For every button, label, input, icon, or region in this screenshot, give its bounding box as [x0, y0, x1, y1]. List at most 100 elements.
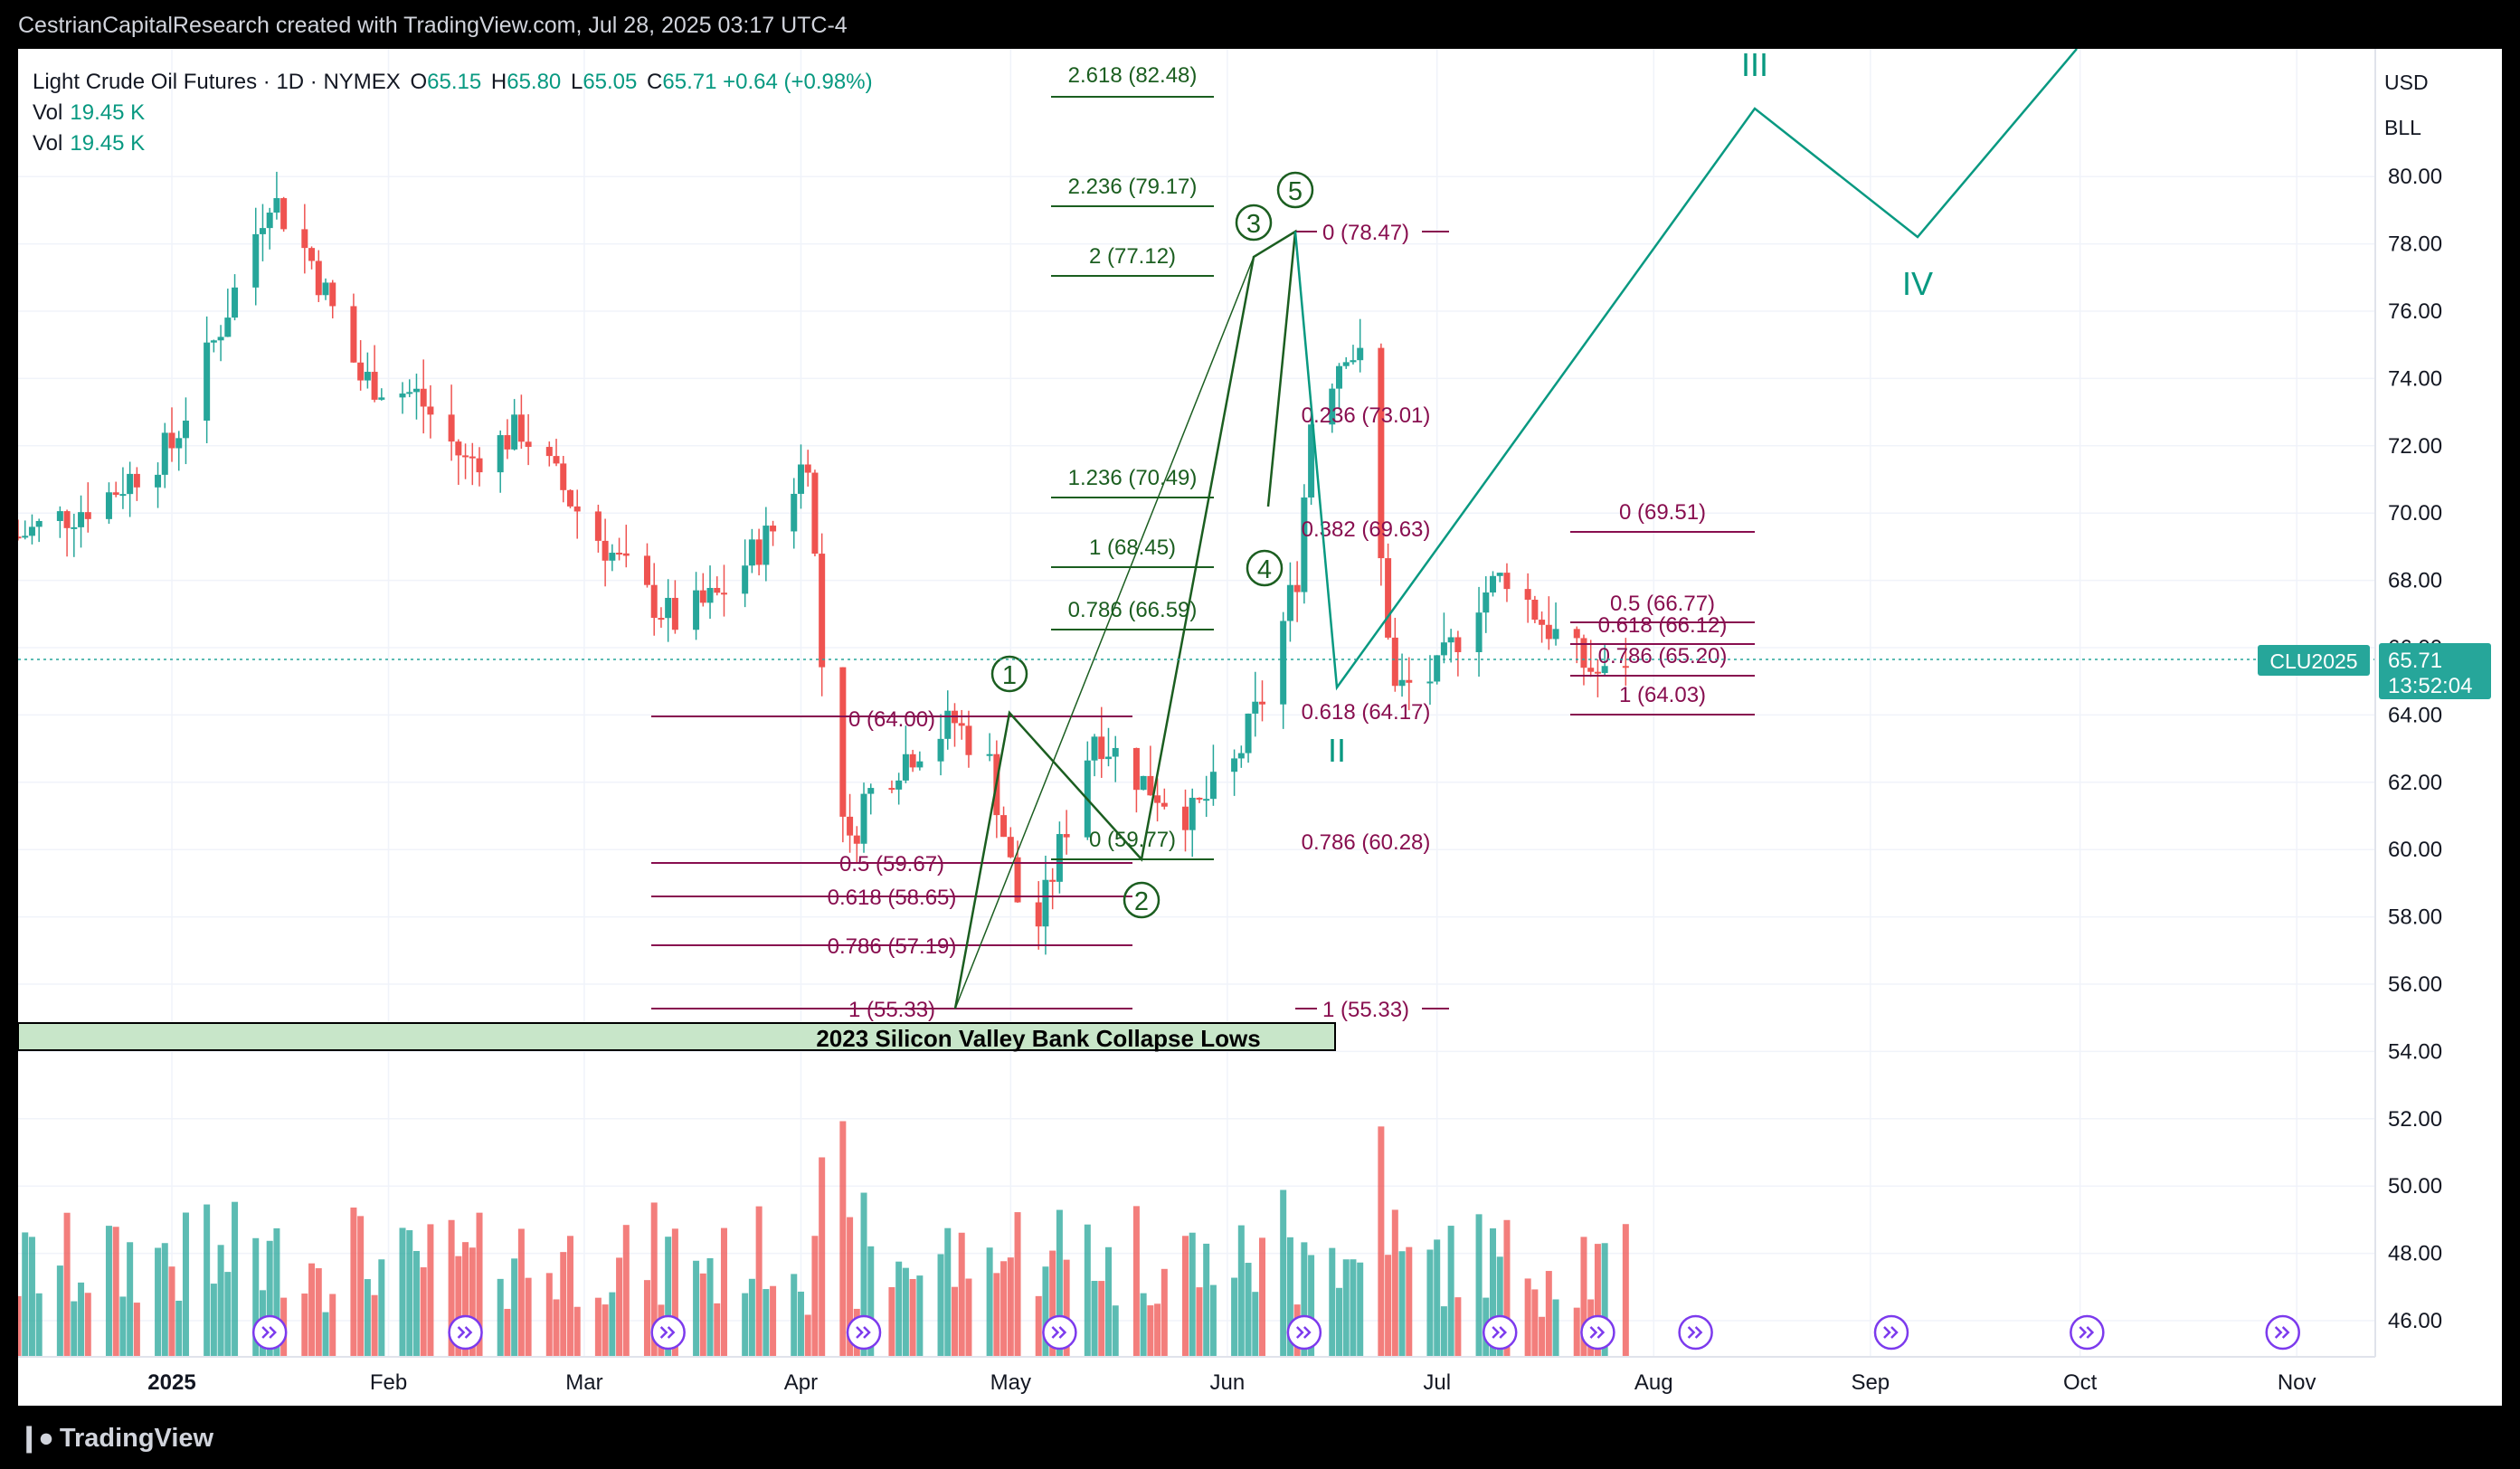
candle-body [594, 511, 602, 541]
volume-bar [322, 1312, 329, 1357]
volume-bar [791, 1274, 798, 1357]
x-tick-label: Feb [370, 1370, 407, 1395]
candle-body [742, 565, 749, 594]
fib-purple-c-label-5: 1 (64.03) [1619, 683, 1706, 707]
volume-bar [714, 1303, 721, 1357]
volume-bar [210, 1284, 217, 1357]
wave-4-label: 4 [1257, 555, 1272, 584]
event-marker [251, 1314, 288, 1351]
volume-bar [1245, 1263, 1252, 1357]
candle-body [1545, 624, 1552, 640]
candle-body [1622, 666, 1629, 668]
legend-ohlc-row: Light Crude Oil Futures · 1D · NYMEX O65… [33, 67, 873, 98]
fib-retracement-july: 0 (69.51) 0.5 (66.77) 0.618 (66.12) 0.78… [1570, 500, 1755, 716]
fib-purple-b-label-4: 0.618 (64.17) [1302, 700, 1431, 725]
candle-body [616, 553, 623, 555]
y-tick-label: 68.00 [2388, 569, 2442, 593]
candle-body [1350, 360, 1357, 363]
volume-bar [182, 1212, 189, 1357]
fib-purple-b-label-1: 0 (78.47) [1322, 221, 1409, 245]
candle-body [1203, 799, 1210, 801]
unit-label[interactable]: BLL [2384, 116, 2421, 139]
volume-bar [742, 1293, 749, 1357]
fib-purple-b-label-5: 0.786 (60.28) [1302, 830, 1431, 855]
candle-body [112, 492, 119, 496]
volume-bar [1552, 1299, 1559, 1357]
volume-bar [168, 1266, 175, 1357]
candle-body [622, 553, 630, 556]
volume-bar [364, 1279, 371, 1357]
fib-extension-green: 2.618 (82.48) 2.236 (79.17) 2 (77.12) 1.… [1051, 63, 1214, 860]
unit-selector[interactable]: USD BLL [2384, 60, 2429, 150]
volume-bar [706, 1258, 714, 1357]
chart-area[interactable]: 2023 Silicon Valley Bank Collapse Lows 2… [14, 46, 2502, 1406]
fib-retracement-april: 0 (64.00) 0.5 (59.67) 0.618 (58.65) 0.78… [651, 707, 1132, 1022]
candle-body [371, 372, 378, 400]
candle-body [204, 342, 211, 422]
event-markers [251, 1314, 2300, 1351]
candle-body [476, 458, 483, 473]
candle-body [469, 456, 476, 459]
candle-body [1301, 497, 1308, 592]
candle-body [1601, 666, 1608, 674]
candle-body [1342, 362, 1350, 366]
fib-purple-c-label-1: 0 (69.51) [1619, 500, 1706, 525]
volume-bar [1426, 1249, 1434, 1357]
svb-zone-label: 2023 Silicon Valley Bank Collapse Lows [816, 1025, 1260, 1052]
candle-body [71, 526, 78, 529]
wave-2-circle [1123, 881, 1161, 919]
candle-body [1154, 795, 1161, 803]
candle-body [1378, 347, 1385, 559]
volume-bar [902, 1267, 909, 1357]
candle-body [1594, 671, 1601, 674]
legend-high: 65.80 [507, 70, 562, 94]
candle-body [1091, 736, 1098, 761]
volume-bar [1132, 1206, 1140, 1357]
volume-bar [867, 1246, 875, 1357]
volume-bar [301, 1294, 308, 1357]
event-marker-icon [457, 1326, 473, 1339]
x-tick-label: 2025 [147, 1370, 195, 1395]
event-marker-icon [261, 1326, 277, 1339]
price-tag [2379, 643, 2491, 699]
volume-bar [371, 1294, 378, 1357]
candle-body [1014, 857, 1021, 903]
volume-bar [671, 1228, 678, 1357]
legend-low: 65.05 [583, 70, 638, 94]
volume-bar [1140, 1293, 1147, 1357]
currency-label[interactable]: USD [2384, 71, 2429, 94]
y-tick-label: 48.00 [2388, 1242, 2442, 1266]
candle-body [175, 438, 183, 449]
price-chart-svg[interactable]: 2023 Silicon Valley Bank Collapse Lows 2… [14, 46, 2502, 1406]
candle-body [770, 526, 777, 532]
volume-bar [1622, 1224, 1629, 1357]
volume-bar [1237, 1225, 1245, 1357]
volume-bar [1490, 1227, 1497, 1357]
candle-body [525, 441, 532, 448]
candle-body [1286, 584, 1293, 621]
x-tick-label: Oct [2063, 1370, 2098, 1395]
candle-body [1573, 629, 1580, 639]
event-marker-icon [1687, 1326, 1703, 1339]
candle-body [455, 441, 462, 456]
volume-bar [399, 1227, 406, 1357]
candle-body [1385, 558, 1392, 638]
candle-body [504, 435, 511, 450]
time-axis: 2025 Feb Mar Apr May Jun Jul Aug Sep Oct Nov [147, 1370, 2316, 1395]
volume-bar [35, 1293, 43, 1357]
candle-body [1426, 681, 1434, 684]
tradingview-logo[interactable]: ❙● TradingView [18, 1422, 213, 1454]
legend-vol-row: Vol 19.45 K [33, 98, 873, 128]
legend-high-label: H [490, 70, 507, 94]
volume-bar [161, 1243, 168, 1357]
volume-bar [1545, 1271, 1552, 1357]
y-tick-label: 80.00 [2388, 165, 2442, 189]
tradingview-logo-icon: ❙● [18, 1424, 54, 1453]
volume-bar [1209, 1284, 1217, 1357]
grid [18, 49, 2375, 1357]
chart-legend: Light Crude Oil Futures · 1D · NYMEX O65… [33, 67, 873, 159]
volume-bar [819, 1157, 826, 1357]
fib-purple-a-label-4: 0.786 (57.19) [828, 934, 957, 959]
y-tick-label: 64.00 [2388, 703, 2442, 727]
fib-retracement-june: 0 (78.47) 0.236 (73.01) 0.382 (69.63) 0.… [1295, 221, 1449, 1022]
